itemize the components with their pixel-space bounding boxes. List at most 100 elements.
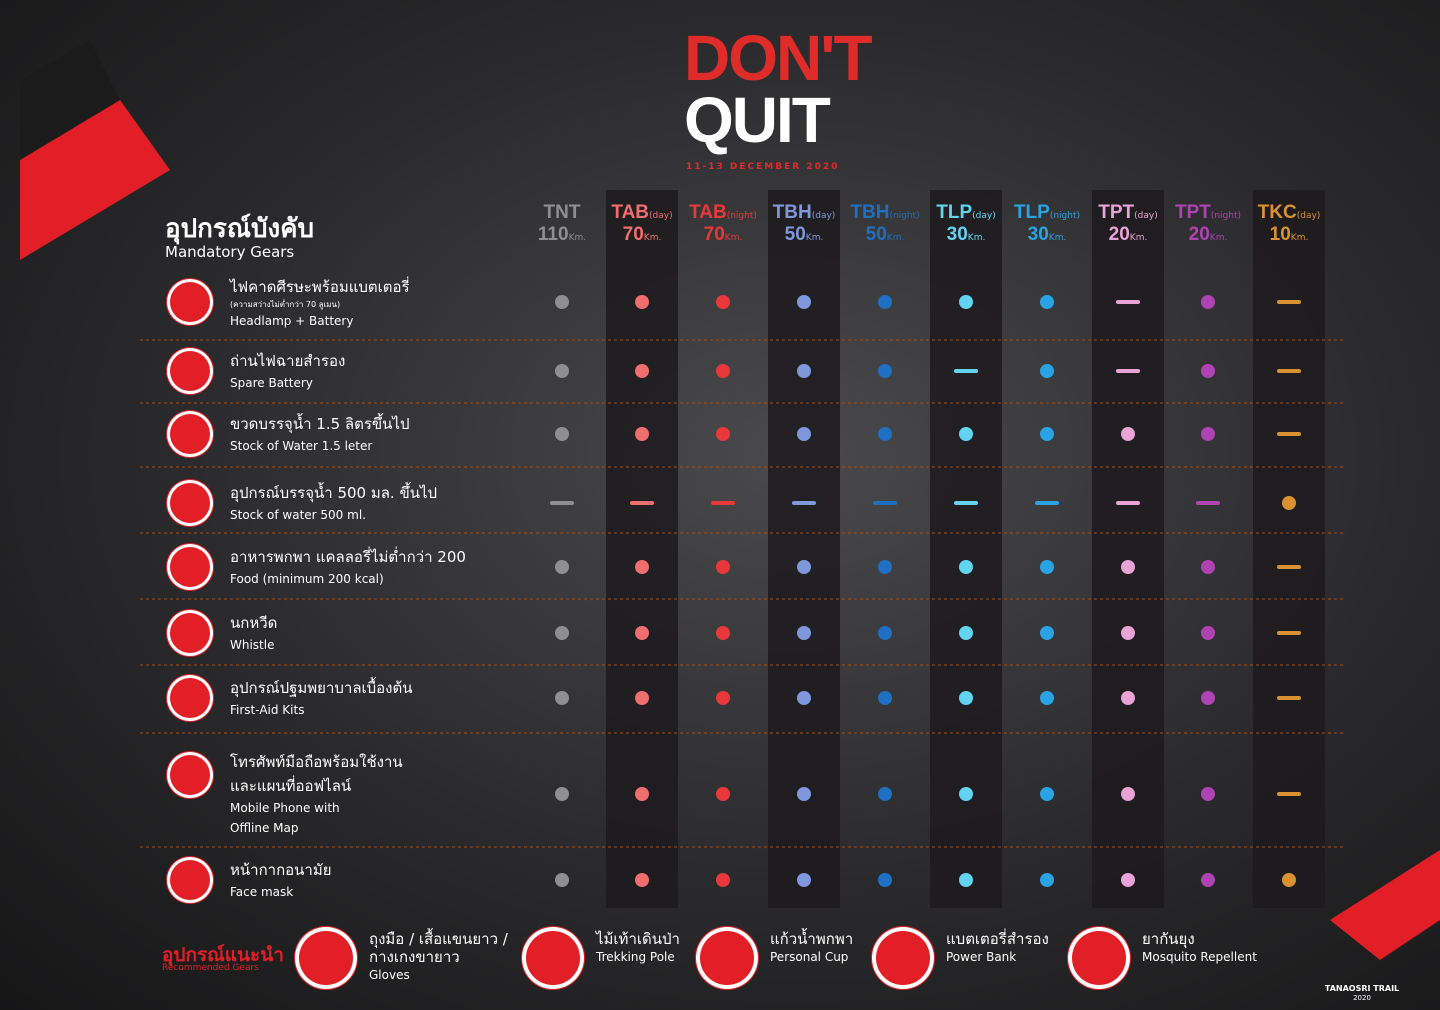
stripe: [20, 100, 170, 260]
mark-dot: [635, 560, 649, 574]
mark-dot: [1040, 787, 1054, 801]
column-unit: Km.: [1209, 233, 1228, 243]
mark-dash: [1116, 501, 1140, 505]
brand-name: TANAOSRI TRAIL: [1324, 984, 1400, 993]
header-line: TAB(day): [597, 202, 687, 224]
mark-dot: [635, 427, 649, 441]
mark-dot: [1201, 873, 1215, 887]
mandatory-title: อุปกรณ์บังคับ: [165, 214, 315, 244]
mark-dot: [1040, 295, 1054, 309]
column-code: TAB: [689, 202, 727, 223]
mark-dot: [878, 560, 892, 574]
mark-dot: [959, 626, 973, 640]
brand-year: 2020: [1353, 994, 1371, 1002]
item-note: (ความสว่างไม่ต่ำกว่า 70 ลูเมน): [230, 299, 341, 309]
item-thai: อุปกรณ์ปฐมพยาบาลเบื้องต้น: [230, 679, 413, 697]
mark-dot: [555, 364, 569, 378]
column-unit: Km.: [1290, 233, 1309, 243]
mark-dot: [635, 691, 649, 705]
mark-dot: [555, 427, 569, 441]
header-line: TLP(day): [921, 202, 1011, 224]
recommended-title: อุปกรณ์แนะนำ: [162, 944, 284, 966]
mark-dash: [1035, 501, 1059, 505]
column-distance: 70: [703, 224, 725, 245]
header-line: TNT: [517, 202, 607, 224]
column-distance: 20: [1188, 224, 1210, 245]
mark-dash: [1277, 432, 1301, 436]
item-english: Stock of water 500 ml.: [230, 508, 366, 522]
mark-dot: [959, 691, 973, 705]
column-unit: Km.: [967, 233, 986, 243]
item-english: First-Aid Kits: [230, 703, 305, 717]
column-header: TNT 110Km.: [517, 202, 607, 246]
item-english: Headlamp + Battery: [230, 313, 354, 328]
recommended-text: แบตเตอรี่สำรอง Power Bank: [946, 930, 1106, 966]
column-sub: (day): [1296, 211, 1321, 221]
column-distance: 10: [1269, 224, 1291, 245]
item-thai: อาหารพกพา แคลลอรี่ไม่ต่ำกว่า 200: [230, 548, 466, 566]
mark-dot: [635, 787, 649, 801]
recommended-english: Personal Cup: [770, 950, 849, 964]
mark-dash: [873, 501, 897, 505]
column-distance: 30: [946, 224, 968, 245]
mark-dot: [555, 295, 569, 309]
column-header: TBH(night) 50Km.: [840, 202, 930, 246]
column-sub: (night): [1210, 211, 1242, 221]
recommended-text: ถุงมือ / เสื้อแขนยาว / กางเกงขายาว Gloves: [369, 930, 529, 984]
header-line: 50Km.: [759, 224, 849, 246]
mark-dot: [1201, 560, 1215, 574]
recommended-english: Trekking Pole: [596, 950, 675, 964]
item-english: Offline Map: [230, 821, 299, 835]
recommended-thai: ไม้เท้าเดินป่า: [596, 930, 680, 948]
item-text: หน้ากากอนามัย Face mask: [230, 858, 530, 902]
item-icon: [167, 752, 213, 798]
mark-dash: [1196, 501, 1220, 505]
mark-dot: [797, 427, 811, 441]
column-code: TBH: [772, 202, 812, 223]
column-unit: Km.: [1129, 233, 1148, 243]
header-line: 20Km.: [1163, 224, 1253, 246]
recommended-icon: [522, 927, 584, 989]
column-sub: (day): [649, 211, 673, 221]
mark-dot: [1040, 626, 1054, 640]
column-header: TLP(night) 30Km.: [1002, 202, 1092, 246]
item-icon: [167, 675, 213, 721]
header-line: TAB(night): [678, 202, 768, 224]
header-line: TBH(day): [759, 202, 849, 224]
mark-dash: [954, 501, 978, 505]
mark-dot: [878, 364, 892, 378]
mark-dash: [630, 501, 654, 505]
header-line: TPT(night): [1163, 202, 1253, 224]
column-header: TPT(day) 20Km.: [1083, 202, 1173, 246]
mark-dash: [1277, 696, 1301, 700]
mark-dot: [1121, 787, 1135, 801]
mark-dash: [1277, 631, 1301, 635]
column-distance: 30: [1027, 224, 1049, 245]
item-text: ขวดบรรจุน้ำ 1.5 ลิตรขึ้นไป Stock of Water…: [230, 412, 530, 456]
column-band: [1253, 190, 1325, 908]
item-icon: [167, 480, 213, 526]
recommended-thai: กางเกงขายาว: [369, 948, 460, 966]
mark-dash: [1277, 792, 1301, 796]
mark-dot: [1201, 295, 1215, 309]
stripe: [1330, 850, 1440, 960]
mark-dot: [716, 873, 730, 887]
mark-dot: [1040, 691, 1054, 705]
column-header: TLP(day) 30Km.: [921, 202, 1011, 246]
mark-dot: [878, 873, 892, 887]
item-thai: และแผนที่ออฟไลน์: [230, 777, 352, 795]
column-code: TLP: [1013, 202, 1050, 223]
item-text: ถ่านไฟฉายสำรอง Spare Battery: [230, 349, 530, 393]
mark-dot: [1201, 626, 1215, 640]
recommended-thai: แก้วน้ำพกพา: [770, 930, 854, 948]
column-distance: 110: [537, 224, 569, 245]
mark-dot: [959, 295, 973, 309]
mark-dot: [1040, 873, 1054, 887]
recommended-english: Gloves: [369, 968, 410, 982]
column-sub: (day): [811, 211, 836, 221]
mark-dot: [1121, 626, 1135, 640]
column-sub: (night): [889, 211, 920, 221]
mark-dot: [555, 787, 569, 801]
item-icon: [167, 857, 213, 903]
